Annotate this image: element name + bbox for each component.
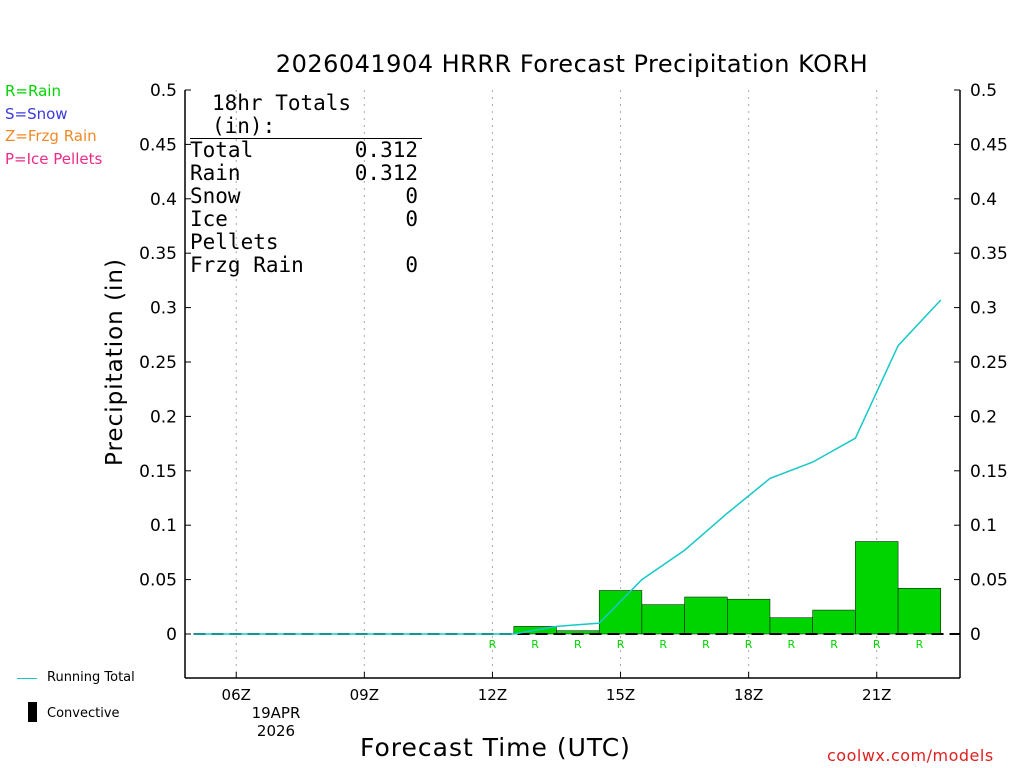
totals-value: 0.312 [354, 161, 418, 185]
totals-row: Ice Pellets 0 [190, 208, 418, 254]
y-tick-label-right: 0 [970, 625, 981, 645]
y-tick-label-right: 0.4 [970, 190, 997, 210]
ptype-marker: R [659, 638, 667, 651]
y-tick-label-right: 0.25 [970, 353, 1008, 373]
ptype-marker: R [489, 638, 497, 651]
rain-bar [855, 541, 899, 635]
date-label-year: 2026 [256, 722, 296, 740]
x-tick-label: 21Z [862, 686, 891, 704]
y-tick-label-right: 0.1 [970, 516, 997, 536]
y-tick-label-left: 0.2 [150, 407, 177, 427]
y-tick-label-right: 0.35 [970, 244, 1008, 264]
ptype-marker: R [745, 638, 753, 651]
x-tick-label: 12Z [478, 686, 507, 704]
legend-ice-pellets: P=Ice Pellets [5, 150, 103, 168]
y-axis-label: Precipitation (in) [102, 258, 128, 466]
ptype-marker: R [531, 638, 539, 651]
ptype-marker: R [830, 638, 838, 651]
rain-bar [727, 598, 771, 635]
rain-bar [812, 609, 856, 635]
totals-label: Ice Pellets [190, 207, 279, 254]
totals-row: Rain 0.312 [190, 162, 418, 185]
x-axis-label: Forecast Time (UTC) [360, 733, 631, 762]
rain-bar [769, 617, 813, 635]
y-tick-label-right: 0.45 [970, 135, 1008, 155]
running-total-swatch [17, 678, 37, 679]
totals-row: Snow 0 [190, 185, 418, 208]
totals-value: 0 [405, 184, 418, 208]
convective-swatch [28, 702, 37, 722]
x-tick-label: 06Z [222, 686, 251, 704]
totals-label: Frzg Rain [190, 253, 304, 277]
y-tick-label-right: 0.5 [970, 81, 997, 101]
y-tick-label-left: 0 [166, 625, 177, 645]
x-tick-label: 18Z [734, 686, 763, 704]
y-tick-label-right: 0.15 [970, 462, 1008, 482]
y-tick-label-left: 0.35 [139, 244, 177, 264]
totals-value: 0 [405, 207, 418, 231]
y-tick-label-left: 0.45 [139, 135, 177, 155]
y-tick-label-left: 0.5 [150, 81, 177, 101]
rain-bar [598, 590, 643, 635]
y-tick-label-right: 0.05 [970, 571, 1008, 591]
totals-box: 18hr Totals (in): Total 0.312 Rain 0.312… [190, 92, 422, 277]
totals-row: Total 0.312 [190, 139, 418, 162]
ptype-marker: R [916, 638, 924, 651]
totals-row: Frzg Rain 0 [190, 254, 418, 277]
legend-convective: Convective [47, 706, 120, 721]
legend-running-total: Running Total [47, 670, 135, 685]
totals-label: Rain [190, 161, 241, 185]
legend-snow: S=Snow [5, 105, 68, 123]
y-tick-label-right: 0.3 [970, 299, 997, 319]
totals-value: 0.312 [354, 138, 418, 162]
y-tick-label-left: 0.05 [139, 571, 177, 591]
ptype-marker: R [788, 638, 796, 651]
y-tick-label-left: 0.15 [139, 462, 177, 482]
totals-value: 0 [405, 253, 418, 277]
rain-bar [641, 604, 685, 635]
totals-title: 18hr Totals (in): [190, 92, 422, 139]
y-tick-label-left: 0.3 [150, 299, 177, 319]
site-credit: coolwx.com/models [827, 746, 994, 765]
x-tick-label: 09Z [350, 686, 379, 704]
legend-frzg-rain: Z=Frzg Rain [5, 127, 97, 145]
rain-bar [684, 596, 728, 635]
y-tick-label-left: 0.4 [150, 190, 177, 210]
running-total-line [193, 299, 942, 635]
rain-bar [897, 588, 942, 635]
totals-label: Snow [190, 184, 241, 208]
y-tick-label-right: 0.2 [970, 407, 997, 427]
ptype-marker: R [702, 638, 710, 651]
x-tick-label: 15Z [606, 686, 635, 704]
ptype-marker: R [574, 638, 582, 651]
legend-rain: R=Rain [5, 82, 61, 100]
y-tick-label-left: 0.1 [150, 516, 177, 536]
ptype-marker: R [873, 638, 881, 651]
ptype-marker: R [617, 638, 625, 651]
y-tick-label-left: 0.25 [139, 353, 177, 373]
date-label-day: 19APR [251, 704, 301, 722]
totals-label: Total [190, 138, 254, 162]
chart-title: 2026041904 HRRR Forecast Precipitation K… [275, 50, 869, 78]
